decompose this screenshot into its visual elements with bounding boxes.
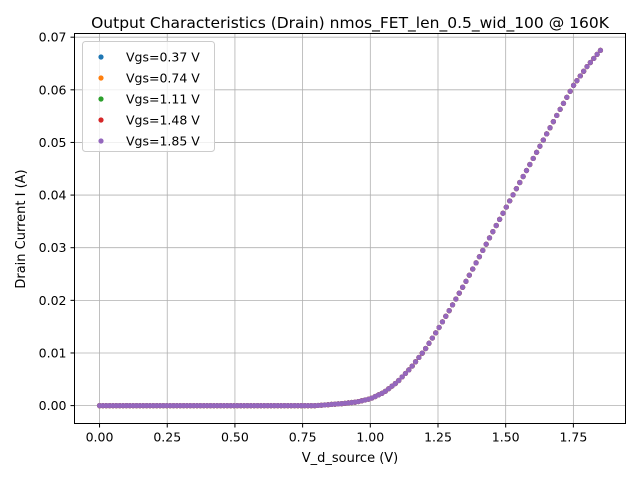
data-point (497, 216, 503, 222)
data-point (486, 235, 493, 241)
x-tick-label: 0.00 (86, 430, 114, 445)
data-point (463, 278, 469, 284)
data-point (517, 179, 523, 186)
x-axis-ticks: 0.00 0.25 0.50 0.75 1.00 1.25 1.50 1.75 (86, 423, 587, 445)
data-point (423, 345, 429, 352)
y-axis-ticks: 0.00 0.01 0.02 0.03 0.04 0.05 0.06 0.07 (39, 30, 75, 413)
data-point (591, 55, 597, 62)
legend-marker (98, 54, 104, 60)
data-point (493, 222, 499, 229)
legend-entry: Vgs=1.11 V (126, 92, 200, 107)
series-points (96, 47, 604, 409)
data-point (587, 59, 593, 66)
data-point (547, 125, 553, 131)
data-point (513, 186, 520, 192)
data-point (540, 137, 546, 143)
y-tick-label: 0.04 (39, 188, 67, 203)
data-point (456, 290, 462, 296)
x-tick-label: 0.25 (153, 430, 181, 445)
data-point (523, 167, 530, 174)
data-point (560, 100, 567, 106)
legend-marker (98, 117, 104, 123)
legend-entry: Vgs=0.74 V (126, 71, 200, 86)
x-tick-label: 1.00 (356, 430, 384, 445)
data-point (419, 350, 425, 356)
legend-marker (98, 96, 104, 102)
data-point (433, 330, 439, 336)
legend-marker (98, 75, 104, 81)
data-point (473, 260, 479, 266)
chart-title: Output Characteristics (Drain) nmos_FET_… (91, 14, 610, 33)
data-point (443, 313, 449, 319)
data-point (550, 119, 556, 125)
data-point (412, 359, 419, 365)
data-point (490, 229, 496, 235)
data-point (466, 272, 472, 278)
y-tick-label: 0.07 (39, 30, 67, 45)
data-point (402, 370, 409, 377)
data-point (570, 82, 577, 88)
data-point (476, 254, 483, 260)
data-point (557, 106, 563, 112)
y-tick-label: 0.01 (39, 345, 67, 360)
data-point (429, 335, 435, 341)
data-point (503, 204, 509, 210)
data-point (520, 173, 526, 180)
data-point (554, 112, 560, 119)
data-point (409, 363, 415, 369)
plot-frame (74, 33, 626, 424)
data-point (392, 380, 398, 387)
data-point (564, 94, 570, 100)
data-point (530, 155, 536, 162)
data-point (439, 319, 446, 325)
data-point (436, 324, 442, 331)
data-point (396, 377, 402, 384)
data-point (533, 149, 540, 155)
y-tick-label: 0.00 (39, 398, 67, 413)
x-tick-label: 0.50 (221, 430, 249, 445)
x-tick-label: 1.25 (424, 430, 452, 445)
x-tick-label: 1.50 (492, 430, 520, 445)
legend-entry: Vgs=1.48 V (126, 113, 200, 128)
data-point (510, 192, 516, 198)
data-point (537, 143, 543, 149)
y-axis-label: Drain Current I (A) (14, 169, 29, 288)
data-point (584, 63, 590, 70)
legend-entry: Vgs=0.37 V (126, 50, 200, 65)
y-tick-label: 0.03 (39, 240, 67, 255)
y-tick-label: 0.02 (39, 293, 67, 308)
y-tick-label: 0.06 (39, 82, 67, 97)
data-point (446, 308, 452, 314)
data-point (480, 247, 486, 254)
x-tick-label: 1.75 (559, 430, 587, 445)
x-tick-label: 0.75 (289, 430, 317, 445)
data-point (460, 284, 466, 290)
data-point (483, 241, 489, 247)
data-point (500, 210, 506, 216)
data-points (96, 47, 604, 409)
data-point (544, 131, 550, 137)
data-point (426, 340, 432, 346)
data-point (453, 296, 459, 302)
data-point (406, 367, 412, 373)
data-point (507, 198, 513, 204)
x-axis-label: V_d_source (V) (302, 451, 398, 466)
data-point (399, 374, 405, 380)
legend-box (82, 41, 215, 152)
data-point (581, 68, 587, 74)
data-point (597, 47, 604, 53)
data-point (567, 88, 573, 94)
legend-marker (98, 138, 104, 144)
data-point (470, 266, 476, 272)
data-point (416, 354, 422, 361)
data-point (574, 78, 580, 84)
data-point (594, 51, 600, 57)
data-point (527, 161, 533, 168)
data-point (577, 73, 583, 79)
legend: Vgs=0.37 V Vgs=0.74 V Vgs=1.11 V Vgs=1.48 V… (82, 41, 215, 152)
legend-entry: Vgs=1.85 V (126, 134, 200, 149)
y-tick-label: 0.05 (39, 135, 67, 150)
data-point (449, 302, 456, 308)
